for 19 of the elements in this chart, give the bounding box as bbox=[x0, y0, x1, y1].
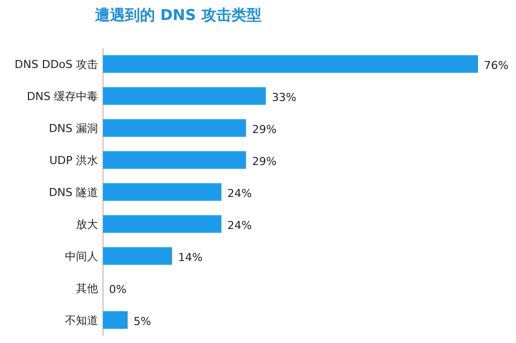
category-label: DNS 漏洞 bbox=[48, 122, 98, 135]
value-label: 0% bbox=[109, 283, 126, 296]
value-label: 29% bbox=[252, 123, 277, 136]
category-label: 不知道 bbox=[65, 314, 98, 327]
value-label: 76% bbox=[484, 59, 508, 72]
category-label: DNS DDoS 攻击 bbox=[14, 58, 98, 71]
value-label: 33% bbox=[272, 91, 296, 104]
value-label: 24% bbox=[227, 187, 252, 200]
value-label: 5% bbox=[134, 315, 152, 328]
category-label: 其他 bbox=[76, 282, 98, 295]
value-label: 29% bbox=[252, 155, 277, 168]
category-label: UDP 洪水 bbox=[49, 154, 98, 167]
value-label: 24% bbox=[227, 219, 252, 232]
category-label: DNS 缓存中毒 bbox=[26, 90, 98, 103]
category-label: DNS 隧道 bbox=[48, 186, 98, 199]
title: 遭遇到的 DNS 攻击类型 bbox=[95, 6, 262, 24]
category-label: 中间人 bbox=[65, 250, 98, 263]
value-label: 14% bbox=[178, 251, 203, 264]
category-label: 放大 bbox=[76, 218, 98, 231]
